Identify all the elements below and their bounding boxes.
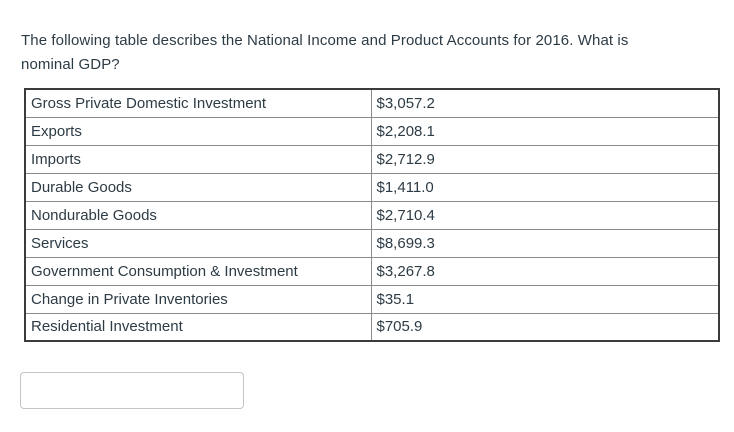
row-label: Change in Private Inventories <box>24 284 372 314</box>
row-label: Durable Goods <box>24 172 372 202</box>
nipa-accounts-table: Gross Private Domestic Investment $3,057… <box>24 88 720 342</box>
table-row: Exports $2,208.1 <box>24 116 720 146</box>
answer-input[interactable] <box>20 372 244 409</box>
table-row: Durable Goods $1,411.0 <box>24 172 720 202</box>
row-label: Imports <box>24 144 372 174</box>
table-row: Services $8,699.3 <box>24 228 720 258</box>
row-label: Exports <box>24 116 372 146</box>
row-value: $2,208.1 <box>370 116 720 146</box>
table-row: Nondurable Goods $2,710.4 <box>24 200 720 230</box>
row-label: Services <box>24 228 372 258</box>
row-value: $2,712.9 <box>370 144 720 174</box>
table-row: Change in Private Inventories $35.1 <box>24 284 720 314</box>
row-value: $35.1 <box>370 284 720 314</box>
row-label: Gross Private Domestic Investment <box>24 88 372 118</box>
row-label: Residential Investment <box>24 312 372 342</box>
row-value: $1,411.0 <box>370 172 720 202</box>
row-value: $2,710.4 <box>370 200 720 230</box>
row-label: Government Consumption & Investment <box>24 256 372 286</box>
row-value: $3,267.8 <box>370 256 720 286</box>
row-value: $8,699.3 <box>370 228 720 258</box>
table-row: Government Consumption & Investment $3,2… <box>24 256 720 286</box>
row-value: $3,057.2 <box>370 88 720 118</box>
question-text: The following table describes the Nation… <box>21 32 629 73</box>
table-row: Imports $2,712.9 <box>24 144 720 174</box>
row-label: Nondurable Goods <box>24 200 372 230</box>
row-value: $705.9 <box>370 312 720 342</box>
table-row: Residential Investment $705.9 <box>24 312 720 342</box>
table-row: Gross Private Domestic Investment $3,057… <box>24 88 720 118</box>
